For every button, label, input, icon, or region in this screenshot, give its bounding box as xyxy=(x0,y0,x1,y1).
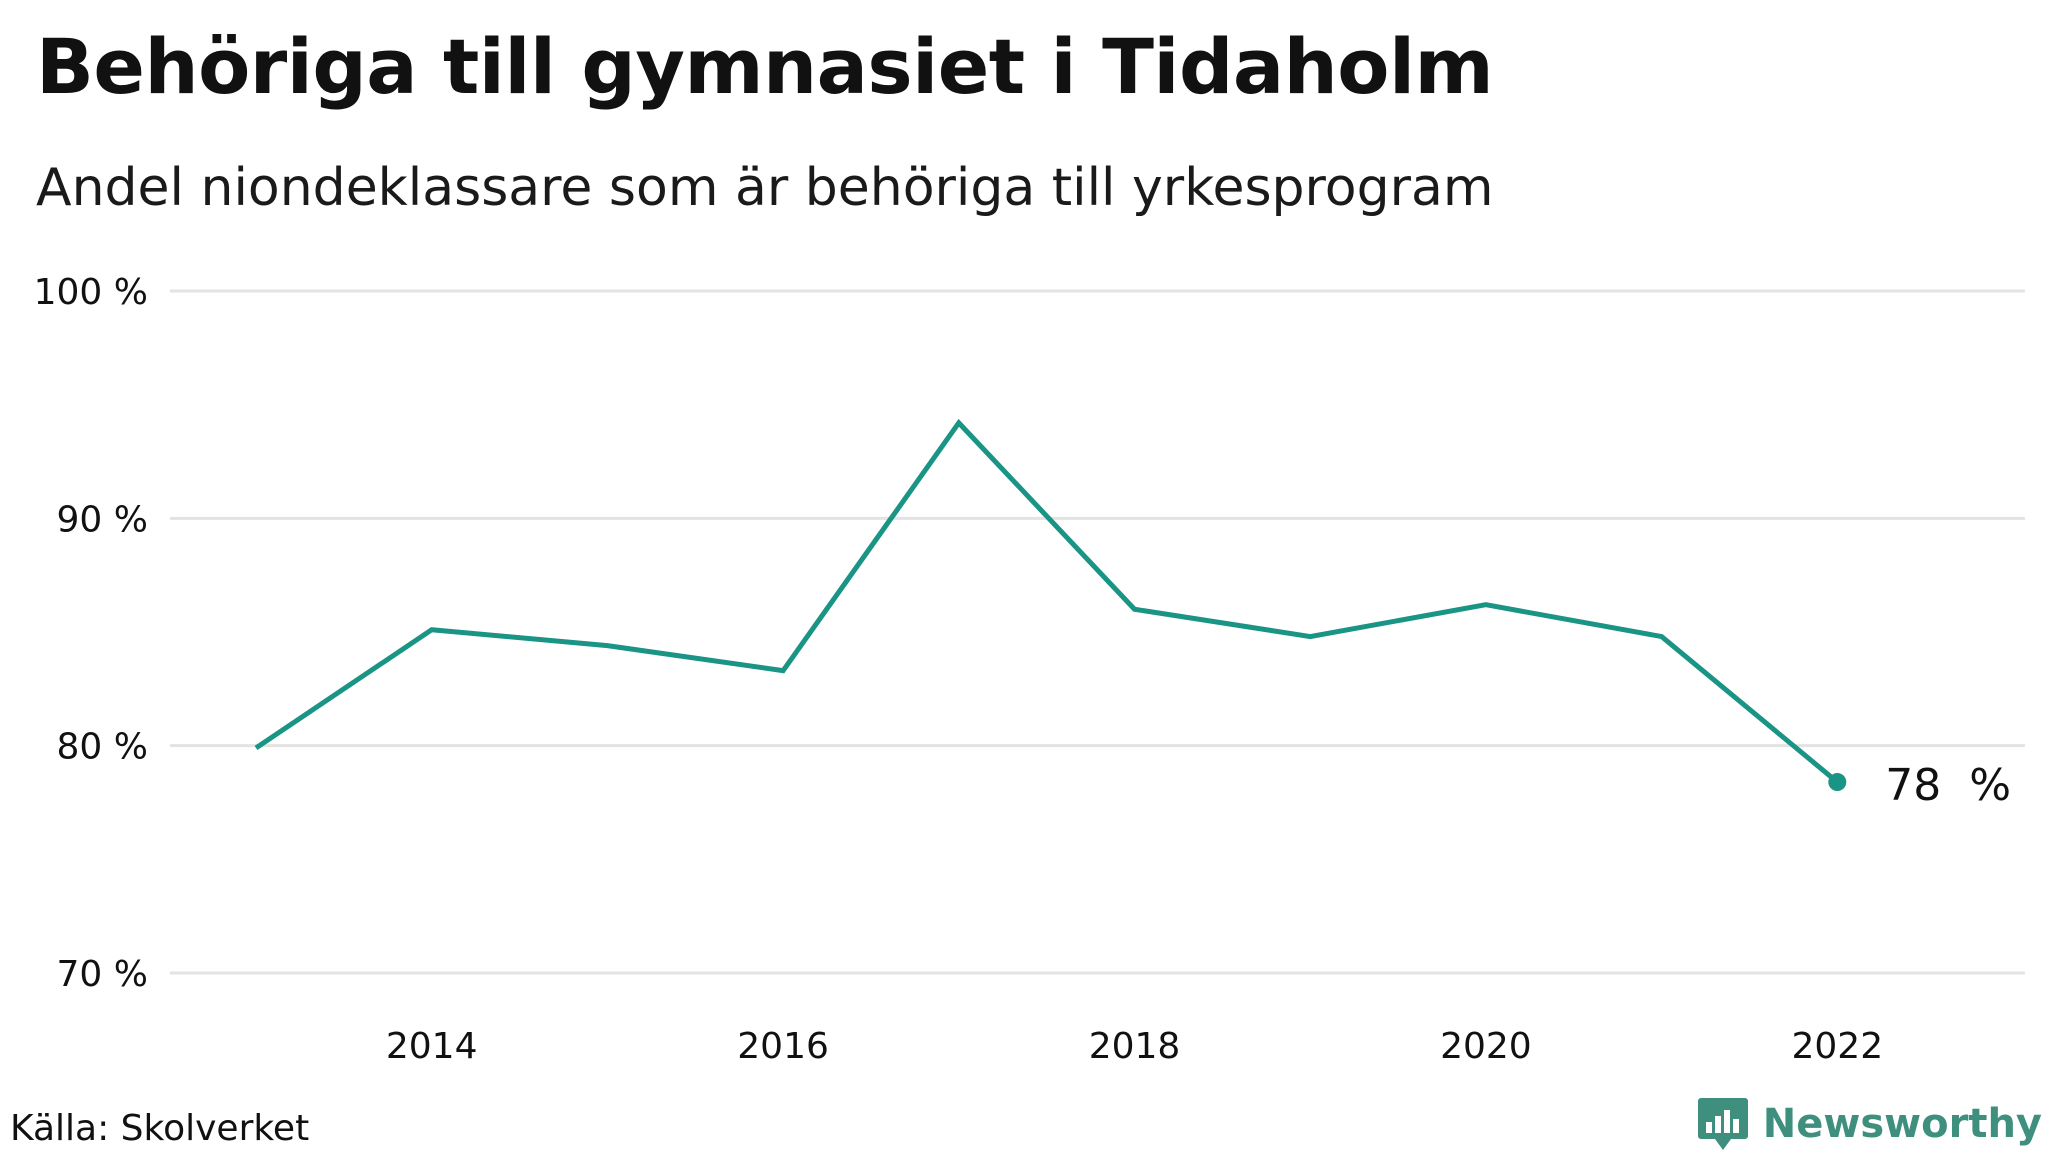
series-group: 78 % xyxy=(254,418,2011,811)
newsworthy-logo-icon xyxy=(1697,1098,1748,1150)
end-point xyxy=(1828,773,1847,792)
y-tick-label: 80 % xyxy=(57,727,148,768)
x-tick-label: 2018 xyxy=(1089,1026,1181,1067)
x-tick-label: 2020 xyxy=(1440,1026,1532,1067)
y-tick-label: 100 % xyxy=(34,272,148,313)
brand-logo: Newsworthy xyxy=(1697,1096,2042,1152)
end-value-label: 78 % xyxy=(1885,760,2011,811)
brand-label: Newsworthy xyxy=(1762,1101,2042,1147)
chart-title: Behöriga till gymnasiet i Tidaholm xyxy=(36,22,1494,111)
gridlines xyxy=(170,289,2025,975)
y-tick-label: 90 % xyxy=(57,499,148,540)
source-note: Källa: Skolverket xyxy=(10,1108,310,1149)
x-tick-label: 2014 xyxy=(386,1026,478,1067)
x-axis-ticks: 2014 2016 2018 2020 2022 xyxy=(386,1026,1883,1067)
series-line xyxy=(254,418,1839,784)
y-axis-ticks: 70 % 80 % 90 % 100 % xyxy=(34,272,148,995)
x-tick-label: 2022 xyxy=(1791,1026,1883,1067)
y-tick-label: 70 % xyxy=(57,954,148,995)
x-tick-label: 2016 xyxy=(737,1026,829,1067)
chart-subtitle: Andel niondeklassare som är behöriga til… xyxy=(36,158,1494,218)
